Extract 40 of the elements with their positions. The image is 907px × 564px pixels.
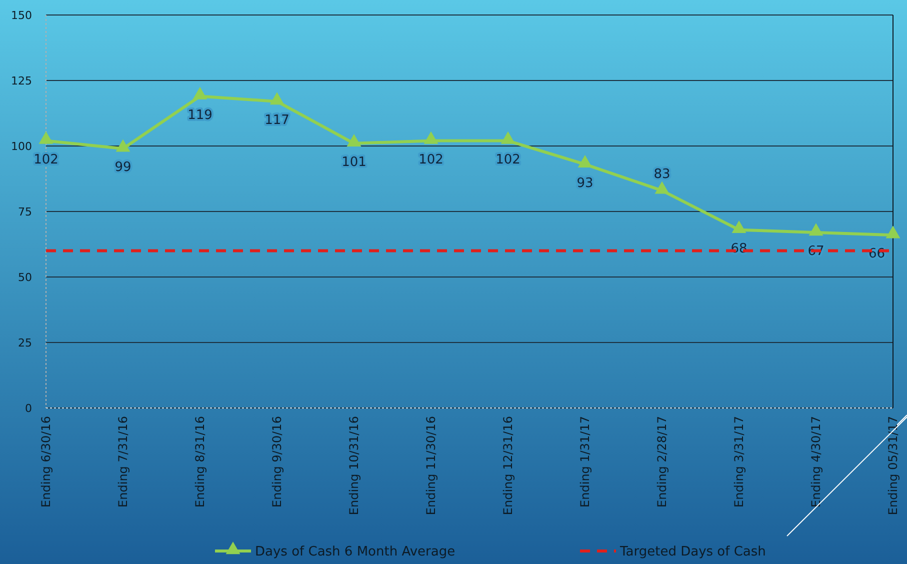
y-tick-label: 75 (18, 205, 32, 218)
x-tick-label: Ending 9/30/16 (270, 416, 284, 508)
x-tick-label: Ending 8/31/16 (193, 416, 207, 508)
data-label: 117 (264, 113, 290, 128)
y-tick-label: 50 (18, 270, 32, 284)
data-label: 102 (418, 152, 444, 168)
point (192, 86, 208, 100)
point (578, 155, 592, 168)
data-label: 99 (114, 160, 132, 176)
point (500, 131, 516, 144)
data-label: 83 (654, 167, 670, 182)
data-label: 102 (34, 152, 58, 168)
x-tick-label: Ending 6/30/16 (39, 416, 53, 508)
data-label: 119 (188, 108, 212, 123)
data-label: 93 (576, 176, 594, 191)
legend-label: Targeted Days of Cash (619, 544, 766, 560)
point (116, 139, 130, 152)
x-tick-label: Ending 7/31/16 (116, 416, 130, 508)
y-tick-label: 25 (18, 336, 32, 350)
point (654, 181, 670, 194)
x-tick-label: Ending 10/31/16 (347, 416, 361, 516)
point (732, 220, 746, 233)
x-tick-label: Ending 3/31/17 (732, 416, 746, 508)
y-tick-label: 150 (11, 8, 32, 22)
point (346, 134, 362, 147)
point (38, 131, 54, 144)
y-tick-label: 0 (25, 402, 32, 415)
x-tick-label: Ending 12/31/16 (501, 416, 515, 516)
x-tick-label: Ending 1/31/17 (578, 416, 592, 508)
point (808, 223, 824, 236)
data-label: 101 (342, 154, 366, 170)
x-tick-label: Ending 11/30/16 (424, 416, 438, 516)
y-tick-label: 100 (11, 140, 32, 153)
y-tick-label: 125 (11, 74, 32, 88)
point (270, 92, 284, 105)
point (424, 131, 438, 144)
point (886, 226, 900, 238)
data-label: 102 (496, 152, 520, 168)
legend-label: Days of Cash 6 Month Average (255, 544, 456, 560)
x-tick-label: Ending 2/28/17 (655, 416, 669, 508)
